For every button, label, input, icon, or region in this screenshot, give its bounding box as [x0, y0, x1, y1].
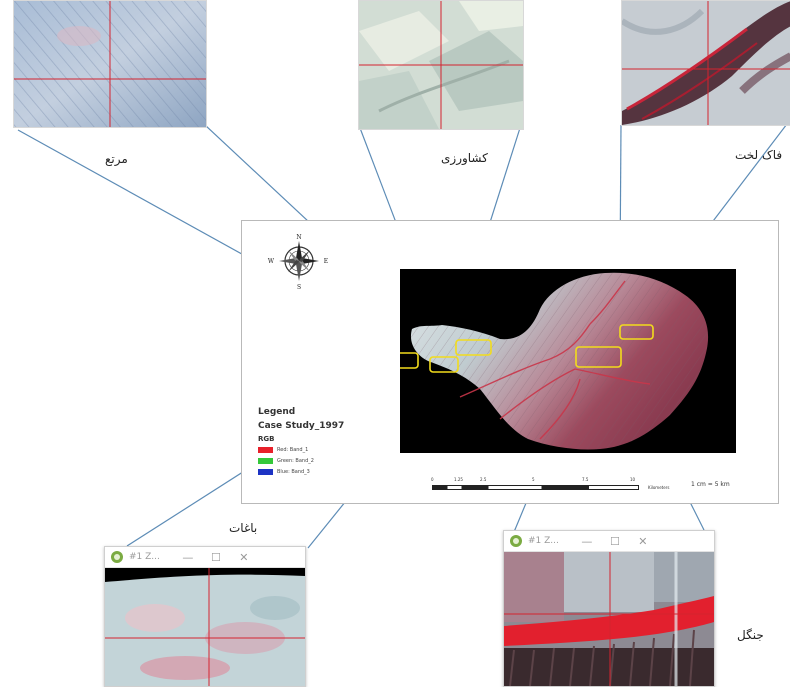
scale-unit: Kilometers	[648, 485, 670, 490]
thumbnail-rangeland	[13, 0, 207, 128]
maximize-button[interactable]: ☐	[609, 534, 620, 548]
zoom-window-forest-title: #1 Z...	[528, 536, 559, 546]
zoom-window-forest-titlebar[interactable]: #1 Z... — ☐ ✕	[504, 531, 714, 552]
legend-title: Legend	[258, 407, 296, 417]
scale-bar: 0 1.25 2.5 5 7.5 10	[431, 477, 642, 493]
scale-tick-3: 5	[532, 477, 535, 482]
zoom-window-gardens-image	[105, 568, 305, 686]
scale-tick-1: 1.25	[454, 477, 463, 482]
scale-tick-4: 7.5	[582, 477, 589, 482]
legend-item-blue: Blue: Band_3	[258, 469, 310, 475]
minimize-button[interactable]: —	[182, 550, 194, 564]
legend-item-green-label: Green: Band_2	[277, 458, 314, 464]
highlight-box-bare-rock	[619, 324, 654, 340]
zoom-window-forest[interactable]: #1 Z... — ☐ ✕	[503, 530, 715, 687]
label-bare-rock: فاک لخت	[735, 148, 783, 162]
zoom-window-forest-image	[504, 552, 714, 686]
compass-w: W	[268, 258, 275, 265]
compass-e: E	[324, 258, 328, 265]
legend-item-green: Green: Band_2	[258, 458, 314, 464]
legend-swatch-green	[258, 458, 273, 464]
thumbnail-bare-rock	[621, 0, 790, 126]
scale-ratio: 1 cm = 5 km	[691, 481, 730, 488]
compass-rose-icon: N S E W	[268, 234, 328, 291]
zoom-window-gardens[interactable]: #1 Z... — ☐ ✕	[104, 546, 306, 687]
highlight-box-gardens	[429, 356, 459, 373]
zoom-window-gardens-titlebar[interactable]: #1 Z... — ☐ ✕	[105, 547, 305, 568]
legend-item-red-label: Red: Band_1	[277, 447, 309, 453]
legend-rgb-label: RGB	[258, 435, 275, 443]
scale-tick-2: 2.5	[480, 477, 487, 482]
satellite-map	[400, 269, 736, 453]
label-gardens: باغات	[229, 521, 258, 535]
legend-layer-name: Case Study_1997	[258, 421, 345, 431]
close-button[interactable]: ✕	[638, 534, 648, 548]
compass-n: N	[296, 234, 301, 241]
legend-item-red: Red: Band_1	[258, 447, 308, 453]
scale-tick-5: 10	[630, 477, 636, 482]
map-layout-frame: N S E W	[241, 220, 779, 504]
legend-item-blue-label: Blue: Band_3	[277, 469, 310, 475]
label-agriculture: کشاورزی	[441, 151, 488, 165]
legend-swatch-red	[258, 447, 273, 453]
minimize-button[interactable]: —	[581, 534, 593, 548]
highlight-box-rangeland	[400, 352, 419, 369]
legend-swatch-blue	[258, 469, 273, 475]
label-forest: جنگل	[737, 628, 764, 642]
zoom-window-gardens-title: #1 Z...	[129, 552, 160, 562]
maximize-button[interactable]: ☐	[210, 550, 221, 564]
app-logo-icon	[111, 551, 123, 563]
label-rangeland: مرتع	[105, 152, 128, 166]
highlight-box-forest	[575, 346, 622, 368]
close-button[interactable]: ✕	[239, 550, 249, 564]
thumbnail-agriculture	[358, 0, 524, 130]
scale-tick-0: 0	[431, 477, 434, 482]
compass-s: S	[297, 284, 301, 291]
app-logo-icon	[510, 535, 522, 547]
highlight-box-agriculture	[455, 339, 492, 356]
